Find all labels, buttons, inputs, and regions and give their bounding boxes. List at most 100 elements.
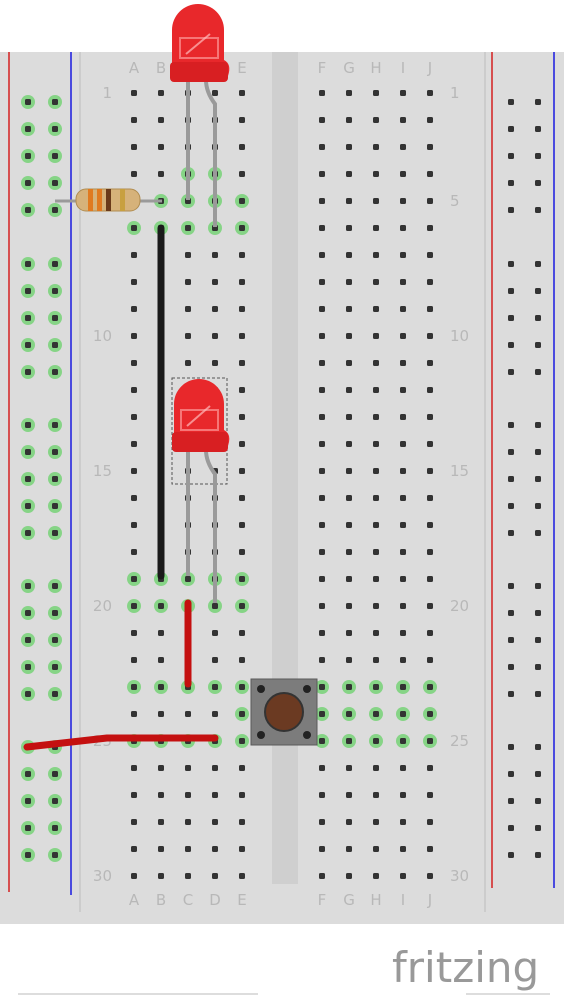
rail-hole[interactable] <box>52 99 58 105</box>
hole-I13[interactable] <box>400 414 406 420</box>
hole-J30[interactable] <box>427 873 433 879</box>
rail-hole[interactable] <box>535 126 541 132</box>
rail-hole[interactable] <box>508 530 514 536</box>
rail-hole[interactable] <box>508 422 514 428</box>
hole-C6[interactable] <box>185 225 191 231</box>
rail-hole[interactable] <box>52 771 58 777</box>
rail-hole[interactable] <box>535 180 541 186</box>
hole-D23[interactable] <box>212 684 218 690</box>
hole-E6[interactable] <box>239 225 245 231</box>
hole-E2[interactable] <box>239 117 245 123</box>
hole-D26[interactable] <box>212 765 218 771</box>
hole-G22[interactable] <box>346 657 352 663</box>
hole-H19[interactable] <box>373 576 379 582</box>
hole-F24[interactable] <box>319 711 325 717</box>
rail-hole[interactable] <box>535 664 541 670</box>
rail-hole[interactable] <box>52 449 58 455</box>
hole-E5[interactable] <box>239 198 245 204</box>
hole-D27[interactable] <box>212 792 218 798</box>
hole-H7[interactable] <box>373 252 379 258</box>
hole-B21[interactable] <box>158 630 164 636</box>
hole-J12[interactable] <box>427 387 433 393</box>
hole-I6[interactable] <box>400 225 406 231</box>
hole-E18[interactable] <box>239 549 245 555</box>
hole-B20[interactable] <box>158 603 164 609</box>
hole-I17[interactable] <box>400 522 406 528</box>
hole-G11[interactable] <box>346 360 352 366</box>
rail-hole[interactable] <box>535 744 541 750</box>
rail-hole[interactable] <box>535 825 541 831</box>
rail-hole[interactable] <box>25 664 31 670</box>
hole-F28[interactable] <box>319 819 325 825</box>
hole-G8[interactable] <box>346 279 352 285</box>
hole-E8[interactable] <box>239 279 245 285</box>
hole-A3[interactable] <box>131 144 137 150</box>
rail-hole[interactable] <box>52 637 58 643</box>
hole-I23[interactable] <box>400 684 406 690</box>
hole-F14[interactable] <box>319 441 325 447</box>
hole-I26[interactable] <box>400 765 406 771</box>
rail-hole[interactable] <box>25 610 31 616</box>
hole-I25[interactable] <box>400 738 406 744</box>
hole-I9[interactable] <box>400 306 406 312</box>
hole-G2[interactable] <box>346 117 352 123</box>
rail-hole[interactable] <box>25 207 31 213</box>
rail-hole[interactable] <box>52 691 58 697</box>
hole-F1[interactable] <box>319 90 325 96</box>
hole-B24[interactable] <box>158 711 164 717</box>
rail-hole[interactable] <box>52 530 58 536</box>
rail-hole[interactable] <box>535 530 541 536</box>
hole-E23[interactable] <box>239 684 245 690</box>
hole-G19[interactable] <box>346 576 352 582</box>
rail-hole[interactable] <box>535 99 541 105</box>
hole-H24[interactable] <box>373 711 379 717</box>
wire-red-long[interactable] <box>23 734 219 751</box>
hole-B30[interactable] <box>158 873 164 879</box>
hole-B4[interactable] <box>158 171 164 177</box>
rail-hole[interactable] <box>25 503 31 509</box>
hole-A12[interactable] <box>131 387 137 393</box>
hole-G23[interactable] <box>346 684 352 690</box>
hole-J20[interactable] <box>427 603 433 609</box>
hole-A16[interactable] <box>131 495 137 501</box>
hole-E26[interactable] <box>239 765 245 771</box>
rail-hole[interactable] <box>535 315 541 321</box>
rail-hole[interactable] <box>25 798 31 804</box>
rail-hole[interactable] <box>25 583 31 589</box>
rail-hole[interactable] <box>535 342 541 348</box>
rail-hole[interactable] <box>535 261 541 267</box>
rail-hole[interactable] <box>508 261 514 267</box>
rail-hole[interactable] <box>25 153 31 159</box>
rail-hole[interactable] <box>508 342 514 348</box>
hole-A27[interactable] <box>131 792 137 798</box>
hole-F5[interactable] <box>319 198 325 204</box>
hole-A18[interactable] <box>131 549 137 555</box>
hole-B22[interactable] <box>158 657 164 663</box>
hole-C26[interactable] <box>185 765 191 771</box>
hole-E19[interactable] <box>239 576 245 582</box>
hole-F17[interactable] <box>319 522 325 528</box>
hole-I16[interactable] <box>400 495 406 501</box>
hole-C28[interactable] <box>185 819 191 825</box>
hole-E7[interactable] <box>239 252 245 258</box>
hole-F4[interactable] <box>319 171 325 177</box>
hole-H29[interactable] <box>373 846 379 852</box>
rail-hole[interactable] <box>508 369 514 375</box>
hole-H13[interactable] <box>373 414 379 420</box>
rail-hole[interactable] <box>52 476 58 482</box>
hole-B3[interactable] <box>158 144 164 150</box>
hole-I4[interactable] <box>400 171 406 177</box>
rail-hole[interactable] <box>52 610 58 616</box>
hole-I15[interactable] <box>400 468 406 474</box>
hole-G20[interactable] <box>346 603 352 609</box>
hole-B23[interactable] <box>158 684 164 690</box>
hole-H8[interactable] <box>373 279 379 285</box>
rail-hole[interactable] <box>535 207 541 213</box>
hole-A20[interactable] <box>131 603 137 609</box>
rail-hole[interactable] <box>535 449 541 455</box>
rail-hole[interactable] <box>508 637 514 643</box>
resistor[interactable] <box>55 188 162 212</box>
hole-I5[interactable] <box>400 198 406 204</box>
rail-hole[interactable] <box>535 476 541 482</box>
rail-hole[interactable] <box>508 180 514 186</box>
